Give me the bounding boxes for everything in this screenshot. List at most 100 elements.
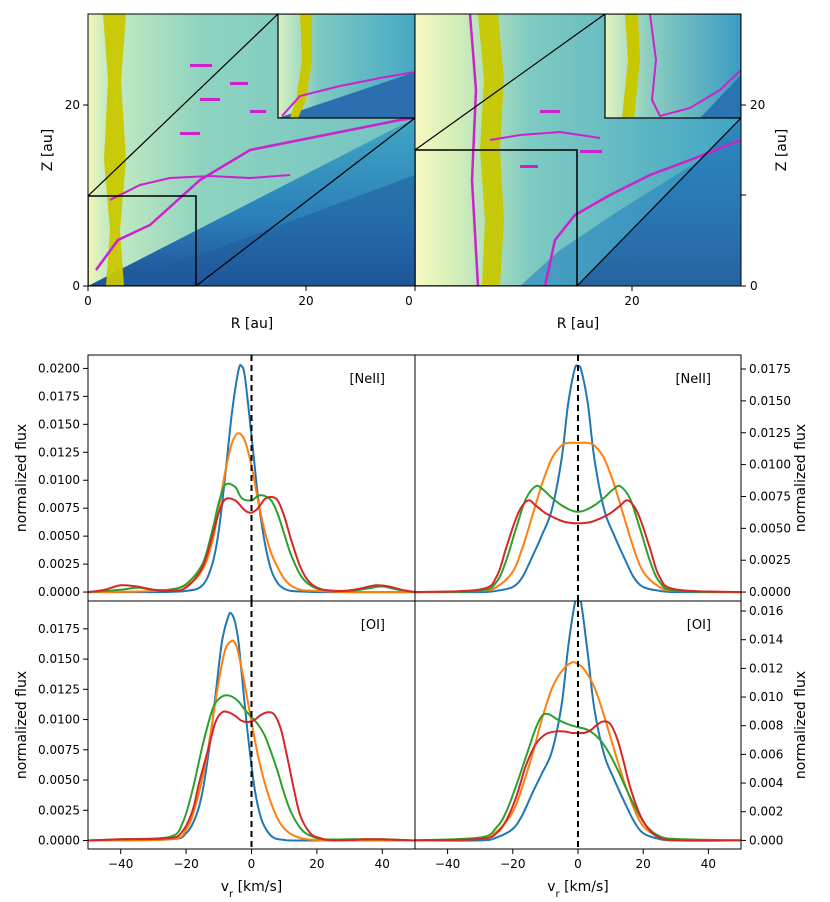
series-line-red — [88, 710, 415, 842]
series-line-red — [415, 720, 741, 842]
profile-panel-top-right: [NeII] 0.0000 0.0025 0.0050 0.0075 0.0100 0.01… — [414, 354, 809, 602]
ytick-label: 0.0125 — [38, 682, 80, 696]
ytick-label: 0.0150 — [749, 394, 791, 408]
xtick-label: −40 — [108, 857, 133, 871]
map-left-zoom-box — [88, 195, 197, 286]
map-left-ylabel: Z [au] — [40, 129, 56, 171]
map-right — [415, 14, 741, 286]
ytick-label: 0.0125 — [749, 426, 791, 440]
ytick-label: 0.0075 — [749, 489, 791, 503]
map-left-yellow-contour — [103, 14, 126, 286]
map-right-ytick-0: 0 — [750, 279, 758, 293]
map-right-xtick-0: 0 — [405, 294, 413, 308]
map-right-ylabel: Z [au] — [774, 129, 790, 171]
map-left-xtick-20: 20 — [298, 294, 313, 308]
ytick-label: 0.0050 — [38, 529, 80, 543]
map-right-magenta-patches — [520, 110, 602, 168]
ytick-label: 0.012 — [749, 661, 783, 675]
ytick-label: 0.004 — [749, 776, 783, 790]
ylabel: normalized flux — [14, 671, 30, 779]
xtick-label: 0 — [248, 857, 256, 871]
ytick-label: 0.0050 — [749, 521, 791, 535]
line-annotation: [OI] — [687, 618, 711, 633]
ylabel: normalized flux — [793, 671, 809, 779]
ytick-label: 0.0175 — [38, 389, 80, 403]
ytick-label: 0.014 — [749, 633, 783, 647]
map-right-xlabel: R [au] — [557, 316, 600, 332]
series-line-blue — [88, 611, 415, 842]
map-left-inset — [277, 14, 415, 119]
xlabel: vr [km/s] — [221, 879, 283, 900]
map-left-xlabel: R [au] — [231, 316, 274, 332]
ytick-label: 0.0100 — [38, 473, 80, 487]
line-annotation: [NeII] — [675, 372, 711, 387]
map-right-magenta-contour — [468, 14, 480, 286]
ytick-label: 0.0000 — [38, 834, 80, 848]
ytick-label: 0.008 — [749, 719, 783, 733]
map-left-ytick-20: 20 — [65, 98, 80, 112]
map-left-disk-dense — [88, 175, 415, 286]
xtick-label: −40 — [435, 857, 460, 871]
xtick-label: −20 — [500, 857, 525, 871]
series-line-blue — [88, 364, 415, 594]
ytick-label: 0.0125 — [38, 445, 80, 459]
profile-panel-top-left: [NeII] 0.0000 0.0025 0.0050 0.0075 0.0100 0.01… — [14, 354, 416, 602]
xtick-label: 0 — [574, 857, 582, 871]
ytick-label: 0.0175 — [38, 622, 80, 636]
ytick-label: 0.0025 — [38, 803, 80, 817]
map-left-magenta-contour-2 — [109, 174, 291, 201]
ytick-label: 0.0050 — [38, 773, 80, 787]
series-group — [415, 601, 741, 842]
map-right-connector-1 — [415, 14, 606, 151]
xtick-label: 40 — [375, 857, 390, 871]
series-line-red — [88, 495, 415, 594]
ytick-label: 0.0175 — [749, 362, 791, 376]
map-right-frame — [414, 13, 742, 287]
ytick-label: 0.0150 — [38, 652, 80, 666]
line-annotation: [NeII] — [349, 372, 385, 387]
map-right-magenta-contour-2 — [543, 138, 741, 286]
map-right-disk-outer — [520, 135, 741, 286]
ytick-label: 0.006 — [749, 747, 783, 761]
profile-panels: [NeII]0.00000.00250.00500.00750.01000.01… — [14, 354, 809, 900]
series-line-green — [88, 694, 415, 842]
ytick-label: 0.000 — [749, 833, 783, 847]
map-right-ytick-20: 20 — [750, 98, 765, 112]
ytick-label: 0.0150 — [38, 417, 80, 431]
map-left-xtick-0: 0 — [84, 294, 92, 308]
map-right-zoom-box — [415, 149, 578, 286]
xtick-label: −20 — [173, 857, 198, 871]
series-line-orange — [415, 441, 741, 594]
ytick-label: 0.002 — [749, 805, 783, 819]
map-left-ytick-0: 0 — [72, 279, 80, 293]
map-axes: 0 20 0 20 0 20 0 20 R [au] R [au] Z [au]… — [40, 98, 790, 332]
xlabel: vr [km/s] — [547, 879, 609, 900]
ytick-label: 0.0075 — [38, 743, 80, 757]
ytick-label: 0.016 — [749, 604, 783, 618]
map-left-magenta-patches — [180, 64, 266, 135]
map-right-connector-2 — [576, 117, 741, 286]
series-line-green — [415, 484, 741, 594]
ytick-label: 0.0200 — [38, 361, 80, 375]
series-line-orange — [88, 639, 415, 842]
map-right-xtick-20: 20 — [624, 294, 639, 308]
ytick-label: 0.010 — [749, 690, 783, 704]
series-line-blue — [415, 601, 741, 842]
ytick-label: 0.0025 — [38, 557, 80, 571]
series-group — [88, 611, 415, 842]
ylabel: normalized flux — [14, 424, 30, 532]
ytick-label: 0.0000 — [749, 585, 791, 599]
xtick-label: 20 — [309, 857, 324, 871]
ytick-label: 0.0100 — [749, 458, 791, 472]
series-line-red — [415, 499, 741, 594]
profile-panel-bottom-left: [OI] 0.0000 0.0025 0.0050 0.0075 0.0100 0.0125… — [14, 600, 416, 900]
map-left-connector-2 — [195, 117, 415, 286]
line-annotation: [OI] — [361, 618, 385, 633]
ytick-label: 0.0025 — [749, 553, 791, 567]
map-right-inset — [604, 14, 741, 119]
ylabel: normalized flux — [793, 424, 809, 532]
map-left-connector-1 — [88, 14, 279, 197]
ytick-label: 0.0100 — [38, 713, 80, 727]
xtick-label: 40 — [701, 857, 716, 871]
